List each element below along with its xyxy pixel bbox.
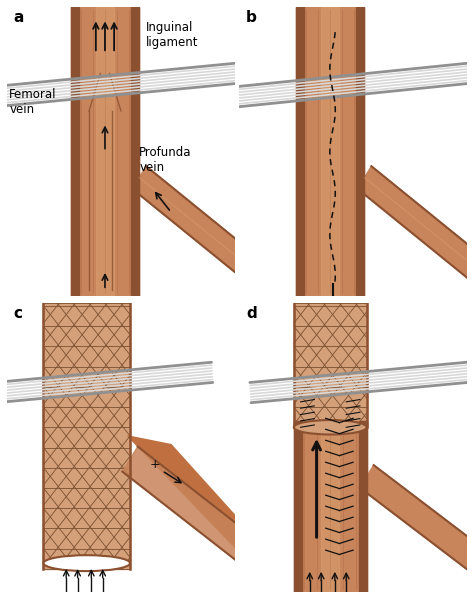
Polygon shape xyxy=(132,167,260,282)
Polygon shape xyxy=(71,7,79,296)
Text: Femoral
vein: Femoral vein xyxy=(9,88,57,116)
Polygon shape xyxy=(357,167,474,282)
Polygon shape xyxy=(122,446,256,564)
Polygon shape xyxy=(131,7,139,296)
Polygon shape xyxy=(296,7,365,296)
Text: c: c xyxy=(14,306,23,321)
Polygon shape xyxy=(294,422,367,592)
Polygon shape xyxy=(44,303,130,569)
Polygon shape xyxy=(296,7,304,296)
Polygon shape xyxy=(294,422,302,592)
Text: d: d xyxy=(246,306,257,321)
Text: +: + xyxy=(150,458,160,471)
Polygon shape xyxy=(321,7,339,296)
Polygon shape xyxy=(356,7,365,296)
Polygon shape xyxy=(360,465,474,574)
Ellipse shape xyxy=(44,555,130,571)
Polygon shape xyxy=(359,422,367,592)
Polygon shape xyxy=(294,303,367,427)
Polygon shape xyxy=(321,422,339,592)
Polygon shape xyxy=(128,436,256,558)
Text: b: b xyxy=(246,10,257,25)
Text: a: a xyxy=(14,10,24,25)
Text: Profunda
vein: Profunda vein xyxy=(139,146,191,174)
Polygon shape xyxy=(71,7,139,296)
Text: Inguinal
ligament: Inguinal ligament xyxy=(146,22,199,49)
Polygon shape xyxy=(96,7,114,296)
Ellipse shape xyxy=(294,420,367,434)
